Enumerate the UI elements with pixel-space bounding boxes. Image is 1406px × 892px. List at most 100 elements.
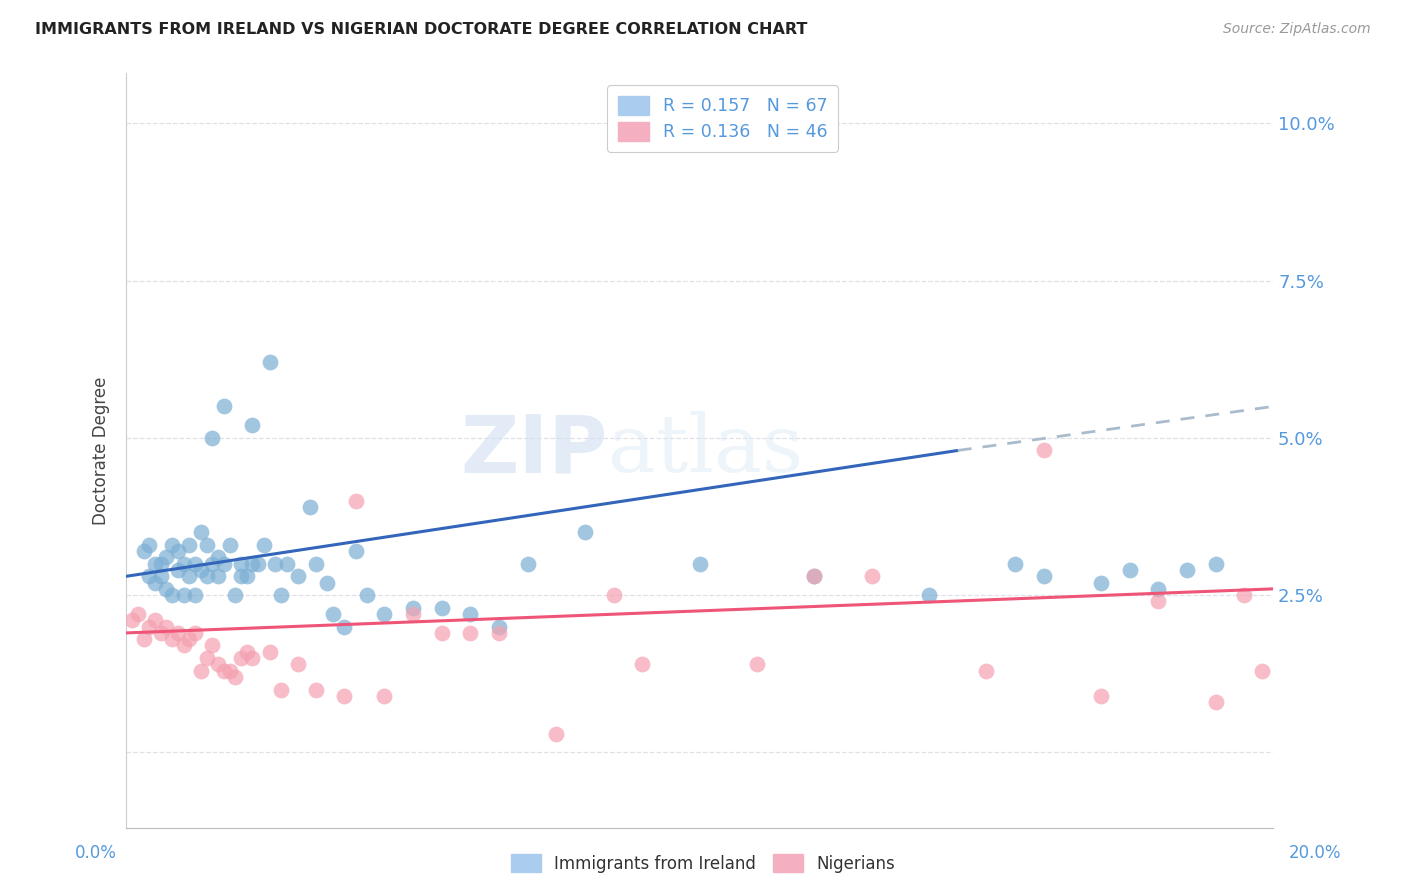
Point: [803, 569, 825, 583]
Point: [298, 500, 321, 514]
Point: [460, 626, 482, 640]
Point: [155, 619, 177, 633]
Point: [201, 557, 224, 571]
Point: [195, 651, 218, 665]
Point: [402, 607, 425, 621]
Point: [173, 588, 195, 602]
Point: [259, 645, 281, 659]
Point: [121, 613, 143, 627]
Point: [1004, 557, 1026, 571]
Point: [201, 431, 224, 445]
Point: [1205, 557, 1227, 571]
Point: [976, 664, 998, 678]
Point: [132, 544, 155, 558]
Point: [212, 664, 235, 678]
Point: [516, 557, 538, 571]
Point: [138, 538, 160, 552]
Point: [1090, 689, 1112, 703]
Point: [149, 569, 172, 583]
Point: [253, 538, 276, 552]
Point: [918, 588, 941, 602]
Point: [207, 569, 229, 583]
Point: [344, 544, 367, 558]
Point: [373, 689, 395, 703]
Point: [155, 582, 177, 596]
Point: [860, 569, 883, 583]
Point: [270, 682, 292, 697]
Point: [229, 651, 252, 665]
Point: [229, 569, 252, 583]
Point: [173, 557, 195, 571]
Point: [190, 563, 212, 577]
Point: [1175, 563, 1198, 577]
Point: [689, 557, 711, 571]
Point: [224, 670, 246, 684]
Text: atlas: atlas: [607, 411, 803, 490]
Point: [803, 569, 825, 583]
Legend: R = 0.157   N = 67, R = 0.136   N = 46: R = 0.157 N = 67, R = 0.136 N = 46: [607, 86, 838, 152]
Point: [247, 557, 270, 571]
Point: [207, 657, 229, 672]
Point: [287, 657, 309, 672]
Point: [488, 619, 510, 633]
Point: [304, 682, 326, 697]
Point: [1250, 664, 1272, 678]
Point: [218, 664, 240, 678]
Point: [201, 639, 224, 653]
Point: [143, 575, 166, 590]
Point: [167, 563, 190, 577]
Point: [167, 544, 190, 558]
Point: [270, 588, 292, 602]
Point: [602, 588, 624, 602]
Point: [574, 525, 596, 540]
Legend: Immigrants from Ireland, Nigerians: Immigrants from Ireland, Nigerians: [505, 847, 901, 880]
Text: Source: ZipAtlas.com: Source: ZipAtlas.com: [1223, 22, 1371, 37]
Point: [344, 493, 367, 508]
Point: [242, 651, 264, 665]
Point: [322, 607, 344, 621]
Point: [333, 619, 356, 633]
Point: [745, 657, 768, 672]
Point: [184, 557, 207, 571]
Point: [143, 557, 166, 571]
Point: [333, 689, 356, 703]
Point: [184, 626, 207, 640]
Point: [229, 557, 252, 571]
Point: [1090, 575, 1112, 590]
Point: [316, 575, 339, 590]
Point: [155, 550, 177, 565]
Point: [173, 639, 195, 653]
Point: [1233, 588, 1256, 602]
Point: [207, 550, 229, 565]
Point: [138, 619, 160, 633]
Point: [276, 557, 298, 571]
Point: [212, 557, 235, 571]
Point: [242, 557, 264, 571]
Point: [259, 355, 281, 369]
Point: [179, 632, 201, 647]
Point: [488, 626, 510, 640]
Point: [195, 569, 218, 583]
Point: [160, 588, 183, 602]
Text: 0.0%: 0.0%: [75, 844, 117, 862]
Point: [402, 600, 425, 615]
Point: [167, 626, 190, 640]
Point: [460, 607, 482, 621]
Point: [373, 607, 395, 621]
Point: [242, 418, 264, 433]
Point: [546, 726, 568, 740]
Point: [212, 400, 235, 414]
Point: [235, 645, 257, 659]
Point: [149, 557, 172, 571]
Point: [190, 664, 212, 678]
Point: [190, 525, 212, 540]
Point: [1205, 695, 1227, 709]
Point: [1032, 443, 1054, 458]
Point: [127, 607, 149, 621]
Text: ZIP: ZIP: [461, 411, 607, 490]
Point: [160, 538, 183, 552]
Point: [184, 588, 207, 602]
Point: [235, 569, 257, 583]
Point: [224, 588, 246, 602]
Point: [1119, 563, 1142, 577]
